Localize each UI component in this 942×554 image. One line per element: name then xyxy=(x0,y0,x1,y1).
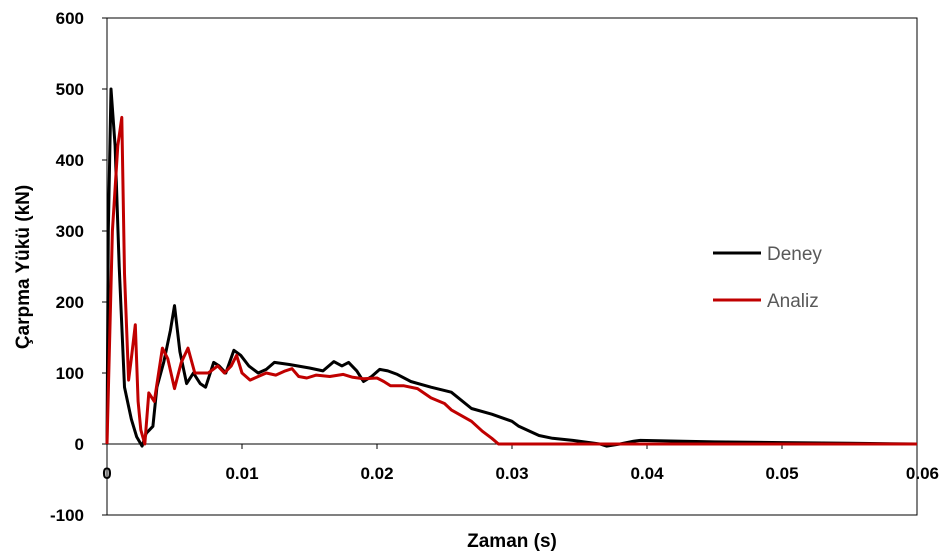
y-tick-label: -100 xyxy=(50,506,84,525)
y-axis: -100 0 100 200 300 400 500 600 xyxy=(50,9,107,525)
series-layer xyxy=(105,87,918,448)
y-tick-label: 300 xyxy=(56,222,84,241)
x-axis-title: Zaman (s) xyxy=(467,531,557,552)
y-tick-label: 400 xyxy=(56,151,84,170)
y-tick-label: 0 xyxy=(75,435,84,454)
y-tick-label: 100 xyxy=(56,364,84,383)
y-tick-label: 600 xyxy=(56,9,84,28)
x-tick-label: 0.03 xyxy=(495,464,528,483)
y-tick-label: 500 xyxy=(56,80,84,99)
x-tick-label: 0.06 xyxy=(906,464,939,483)
x-tick-label: 0.05 xyxy=(765,464,798,483)
legend-label-deney: Deney xyxy=(767,244,822,265)
x-tick-label: 0.04 xyxy=(630,464,664,483)
x-tick-label: 0 xyxy=(102,464,111,483)
series-line-analiz xyxy=(105,115,917,446)
legend-label-analiz: Analiz xyxy=(767,291,819,312)
plot-area xyxy=(106,17,918,516)
y-axis-title: Çarpma Yükü (kN) xyxy=(13,185,34,349)
y-tick-label: 200 xyxy=(56,293,84,312)
x-tick-label: 0.01 xyxy=(225,464,258,483)
series-line-deney xyxy=(105,87,918,448)
x-tick-label: 0.02 xyxy=(360,464,393,483)
legend: Deney Analiz xyxy=(713,244,822,312)
